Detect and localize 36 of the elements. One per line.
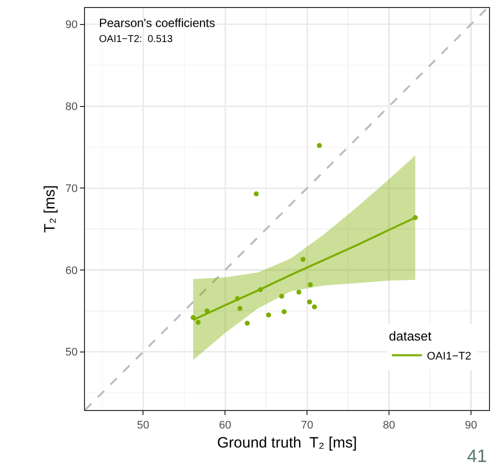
point	[237, 306, 242, 311]
y-tick-label: 90	[65, 19, 78, 32]
x-tick-label: 70	[300, 419, 314, 432]
y-tick-label: 50	[65, 346, 78, 359]
legend-title: dataset	[388, 328, 432, 344]
x-tick-label: 60	[219, 419, 232, 432]
annotation: Pearson's coefficients	[99, 16, 216, 30]
y-tick-label: 60	[65, 264, 78, 277]
point	[258, 287, 263, 292]
point	[316, 143, 322, 148]
x-tick-label: 90	[464, 419, 478, 432]
legend-label: OAI1−T2	[426, 350, 472, 362]
point	[282, 309, 287, 314]
point	[266, 312, 272, 318]
point	[204, 308, 210, 314]
y-tick-label: 80	[65, 101, 78, 114]
point	[254, 191, 259, 196]
point	[196, 320, 201, 325]
point	[244, 320, 250, 326]
y-axis-title: T₂ [ms]	[42, 185, 59, 233]
annotation: OAI1−T2: 0.513	[99, 34, 174, 45]
point	[190, 314, 196, 320]
line-series	[192, 216, 416, 321]
point	[308, 282, 313, 288]
point	[307, 299, 312, 304]
x-tick-label: 80	[382, 419, 396, 432]
point	[300, 256, 306, 262]
point	[234, 296, 240, 302]
point	[412, 215, 418, 220]
x-tick-label: 50	[137, 419, 150, 432]
text: 41	[467, 446, 488, 466]
x-axis-title: Ground truth T₂ [ms]	[217, 434, 357, 452]
point	[296, 290, 302, 295]
y-tick-label: 70	[65, 182, 78, 195]
point	[279, 294, 284, 299]
point	[312, 304, 317, 310]
